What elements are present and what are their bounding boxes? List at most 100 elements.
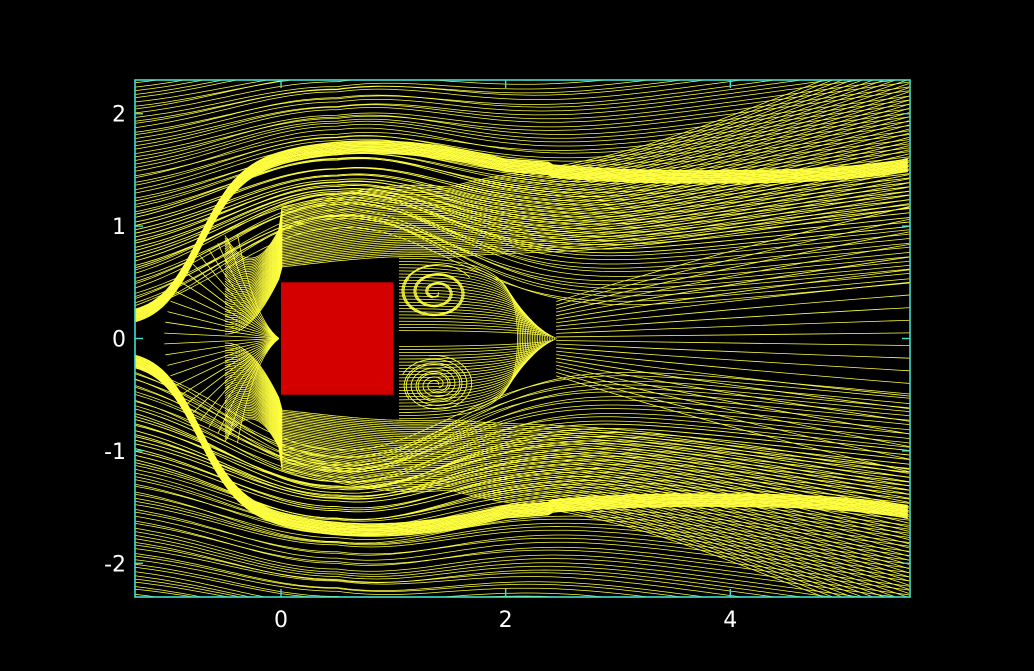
- wake-ray: [556, 375, 910, 473]
- separating-streamline: [135, 141, 908, 312]
- wake-ray: [556, 343, 910, 359]
- streamline: [224, 116, 910, 289]
- streamline: [224, 363, 909, 507]
- streamline: [224, 365, 909, 511]
- streamline: [135, 80, 685, 122]
- separating-streamline: [135, 147, 908, 317]
- streamline: [224, 108, 910, 285]
- streamline: [135, 563, 609, 597]
- stagnation-streamline: [192, 338, 279, 414]
- streamline: [135, 197, 910, 266]
- separating-streamline: [135, 149, 908, 320]
- streamline: [224, 80, 825, 259]
- x-tick-label: 2: [499, 608, 513, 633]
- wake-streamline: [398, 311, 547, 366]
- obstacle-square: [281, 282, 394, 395]
- vortex-spiral: [405, 355, 473, 410]
- wake-ray: [556, 371, 910, 460]
- separating-streamline: [135, 364, 908, 535]
- streamline: [135, 544, 778, 597]
- stagnation-streamline: [179, 281, 279, 339]
- streamline: [224, 379, 910, 540]
- streamline: [224, 178, 909, 319]
- streamline: [135, 80, 610, 114]
- wake-ray: [556, 218, 910, 306]
- streamline: [224, 361, 909, 503]
- streamline: [224, 381, 909, 545]
- stagnation-streamline: [167, 338, 279, 366]
- wake-ray: [556, 347, 910, 372]
- vortex-spiral: [403, 274, 463, 315]
- stagnation-streamline: [237, 233, 280, 339]
- wake-streamline: [398, 317, 550, 360]
- streamline: [135, 217, 910, 304]
- y-tick-label: -1: [104, 440, 126, 465]
- y-tick-label: 2: [112, 103, 126, 128]
- streamline: [224, 349, 909, 483]
- streamline: [135, 121, 910, 183]
- streamline: [135, 80, 295, 107]
- wake-streamline: [398, 323, 554, 354]
- streamline: [135, 80, 834, 139]
- wake-streamline: [398, 270, 525, 407]
- wake-streamline: [398, 305, 544, 372]
- streamline: [224, 120, 910, 291]
- streamline: [224, 401, 910, 590]
- streamline: [224, 141, 910, 300]
- vortex-spiral: [402, 264, 464, 316]
- stagnation-streamline: [174, 290, 279, 339]
- streamline: [135, 424, 910, 488]
- streamline: [224, 149, 909, 304]
- streamline: [135, 80, 899, 147]
- streamline: [224, 186, 909, 323]
- streamline: [224, 128, 910, 294]
- streamline: [224, 383, 910, 549]
- wake-ray: [556, 243, 910, 313]
- wake-ray: [556, 319, 910, 334]
- streamline: [135, 548, 745, 597]
- streamline: [135, 215, 910, 306]
- wake-streamline: [398, 276, 528, 401]
- streamline: [135, 80, 863, 143]
- streamline: [224, 392, 910, 569]
- separating-streamline: [135, 140, 908, 311]
- streamline: [135, 103, 910, 168]
- streamline: [135, 167, 910, 227]
- streamline: [224, 369, 909, 520]
- streamline: [135, 491, 910, 552]
- streamline: [224, 87, 910, 276]
- streamline: [224, 375, 909, 532]
- streamline: [224, 347, 909, 478]
- streamline: [224, 358, 909, 499]
- streamline: [135, 209, 910, 299]
- streamline: [224, 103, 910, 283]
- wake-ray: [556, 307, 910, 331]
- streamline: [135, 423, 910, 494]
- wake-streamline: [398, 257, 518, 420]
- stagnation-streamline: [174, 338, 279, 387]
- separating-streamline: [135, 366, 908, 537]
- streamline: [135, 500, 910, 565]
- tick-marks: [135, 80, 910, 597]
- x-tick-label: 4: [723, 608, 737, 633]
- streamline: [135, 81, 910, 150]
- streamline: [224, 413, 854, 597]
- wake-ray: [556, 256, 910, 317]
- streamline: [135, 373, 910, 458]
- streamline: [224, 397, 910, 582]
- streamline: [224, 386, 910, 557]
- streamline: [135, 86, 910, 154]
- vortex-spiral: [403, 362, 463, 403]
- streamline: [224, 203, 909, 332]
- streamline: [224, 153, 909, 306]
- streamline: [135, 504, 910, 569]
- streamline: [224, 377, 910, 536]
- y-tick-label: 1: [112, 215, 126, 240]
- streamline: [224, 137, 910, 298]
- tick-labels: 0 2 4 2 1 0 -1 -2: [104, 103, 737, 633]
- streamline: [224, 112, 910, 287]
- stagnation-streamline: [164, 338, 279, 345]
- y-tick-label: 0: [112, 328, 126, 353]
- streamline: [224, 396, 910, 578]
- streamline: [224, 409, 875, 597]
